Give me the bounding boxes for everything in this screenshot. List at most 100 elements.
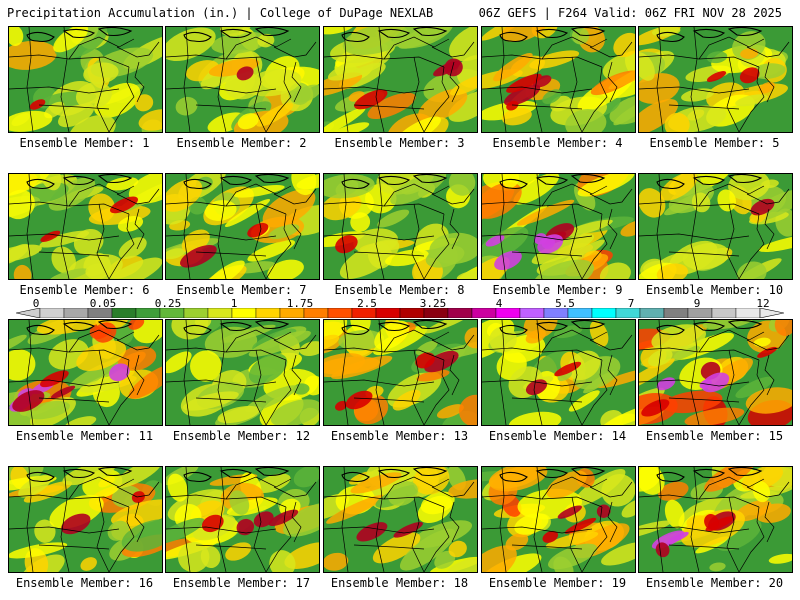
precip-contour (178, 541, 210, 572)
precip-contour (93, 322, 117, 343)
precip-map (166, 467, 319, 572)
panel-label: Ensemble Member: 8 (334, 283, 465, 297)
ensemble-panel (481, 26, 636, 133)
precip-contour (758, 234, 792, 253)
precip-map (324, 467, 477, 572)
precip-contour (415, 340, 438, 356)
heavy-precip-core (50, 385, 76, 399)
precip-map (482, 27, 635, 132)
ensemble-panel (481, 466, 636, 573)
heavy-precip-core (253, 511, 274, 528)
panel-label: Ensemble Member: 1 (19, 136, 150, 150)
precip-contour (269, 550, 296, 572)
precip-contour (195, 320, 212, 329)
precip-contour (684, 407, 745, 425)
precip-contour (662, 390, 723, 414)
precip-contour (9, 27, 24, 46)
precip-contour (58, 102, 95, 128)
precip-map (324, 320, 477, 425)
precip-contour (167, 473, 188, 502)
colorbar-swatch (447, 308, 473, 318)
colorbar-swatch (711, 308, 737, 318)
state-borders (324, 467, 475, 572)
precip-contour (331, 355, 393, 380)
precip-contour (229, 490, 250, 515)
precip-map (166, 174, 319, 279)
precip-contour (602, 401, 635, 425)
precip-contour (388, 481, 418, 506)
precip-contour (9, 189, 35, 220)
precip-contour (114, 467, 162, 489)
precip-contour (69, 115, 116, 132)
state-borders (9, 174, 160, 279)
precip-contour (516, 199, 575, 226)
state-borders (166, 27, 317, 132)
precip-contour (204, 200, 237, 221)
ensemble-panel (8, 319, 163, 426)
precip-contour (85, 263, 105, 276)
heavy-precip-core (557, 505, 582, 519)
state-borders (639, 174, 790, 279)
precip-contour (456, 55, 477, 88)
colorbar-swatch (39, 308, 65, 318)
precip-contour (493, 53, 533, 82)
colorbar-swatch (639, 308, 665, 318)
precip-contour (117, 215, 144, 232)
precip-contour (106, 177, 139, 191)
ensemble-panel (8, 466, 163, 573)
precip-contour (245, 385, 298, 413)
precip-contour (505, 533, 529, 551)
precip-contour (270, 399, 319, 425)
panel-label: Ensemble Member: 3 (334, 136, 465, 150)
precip-contour (128, 320, 145, 330)
ensemble-panel (323, 319, 478, 426)
colorbar-tick-label: 0 (32, 297, 40, 310)
precip-contour (613, 100, 635, 126)
heavy-precip-core (335, 235, 358, 254)
ensemble-panel (323, 173, 478, 280)
colorbar-swatch (591, 308, 617, 318)
panel-label: Ensemble Member: 17 (172, 576, 311, 590)
precip-contour (63, 416, 97, 425)
colorbar-tick-label: 2.5 (357, 297, 377, 310)
colorbar-swatch (519, 308, 545, 318)
precip-contour (565, 109, 607, 132)
precip-contour (166, 351, 192, 374)
state-borders (324, 27, 475, 132)
precip-contour (326, 494, 385, 524)
precip-contour (372, 532, 421, 564)
heavy-precip-core (334, 400, 348, 411)
ensemble-panel (165, 466, 320, 573)
colorbar-swatch (471, 308, 497, 318)
precip-contour (233, 184, 285, 198)
heavy-precip-core (739, 67, 760, 84)
heavy-precip-core (706, 71, 727, 82)
precip-contour (237, 113, 259, 130)
state-borders (324, 174, 475, 279)
precip-contour (385, 249, 429, 267)
precip-contour (559, 219, 613, 238)
precip-contour (106, 257, 162, 279)
heavy-precip-core (29, 99, 46, 110)
colorbar-tick-label: 0.05 (89, 297, 117, 310)
precip-contour (338, 329, 385, 351)
precip-contour (741, 467, 783, 491)
map-title: Precipitation Accumulation (in.) | Colle… (7, 6, 434, 20)
precip-contour (211, 31, 268, 54)
precip-contour (464, 327, 477, 349)
state-borders (482, 467, 633, 572)
panel-label: Ensemble Member: 6 (19, 283, 150, 297)
colorbar-swatch (63, 308, 89, 318)
state-borders (9, 27, 160, 132)
valid-time: 06Z GEFS | F264 Valid: 06Z FRI NOV 28 20… (478, 6, 782, 20)
precip-map (639, 174, 792, 279)
precip-contour (450, 73, 477, 96)
precip-map (324, 27, 477, 132)
precip-contour (508, 411, 562, 425)
precip-contour (166, 517, 205, 544)
precip-contour (639, 52, 655, 81)
heavy-precip-core (236, 66, 254, 81)
precip-contour (291, 84, 319, 103)
precip-contour (395, 116, 441, 132)
precip-contour (9, 542, 68, 559)
